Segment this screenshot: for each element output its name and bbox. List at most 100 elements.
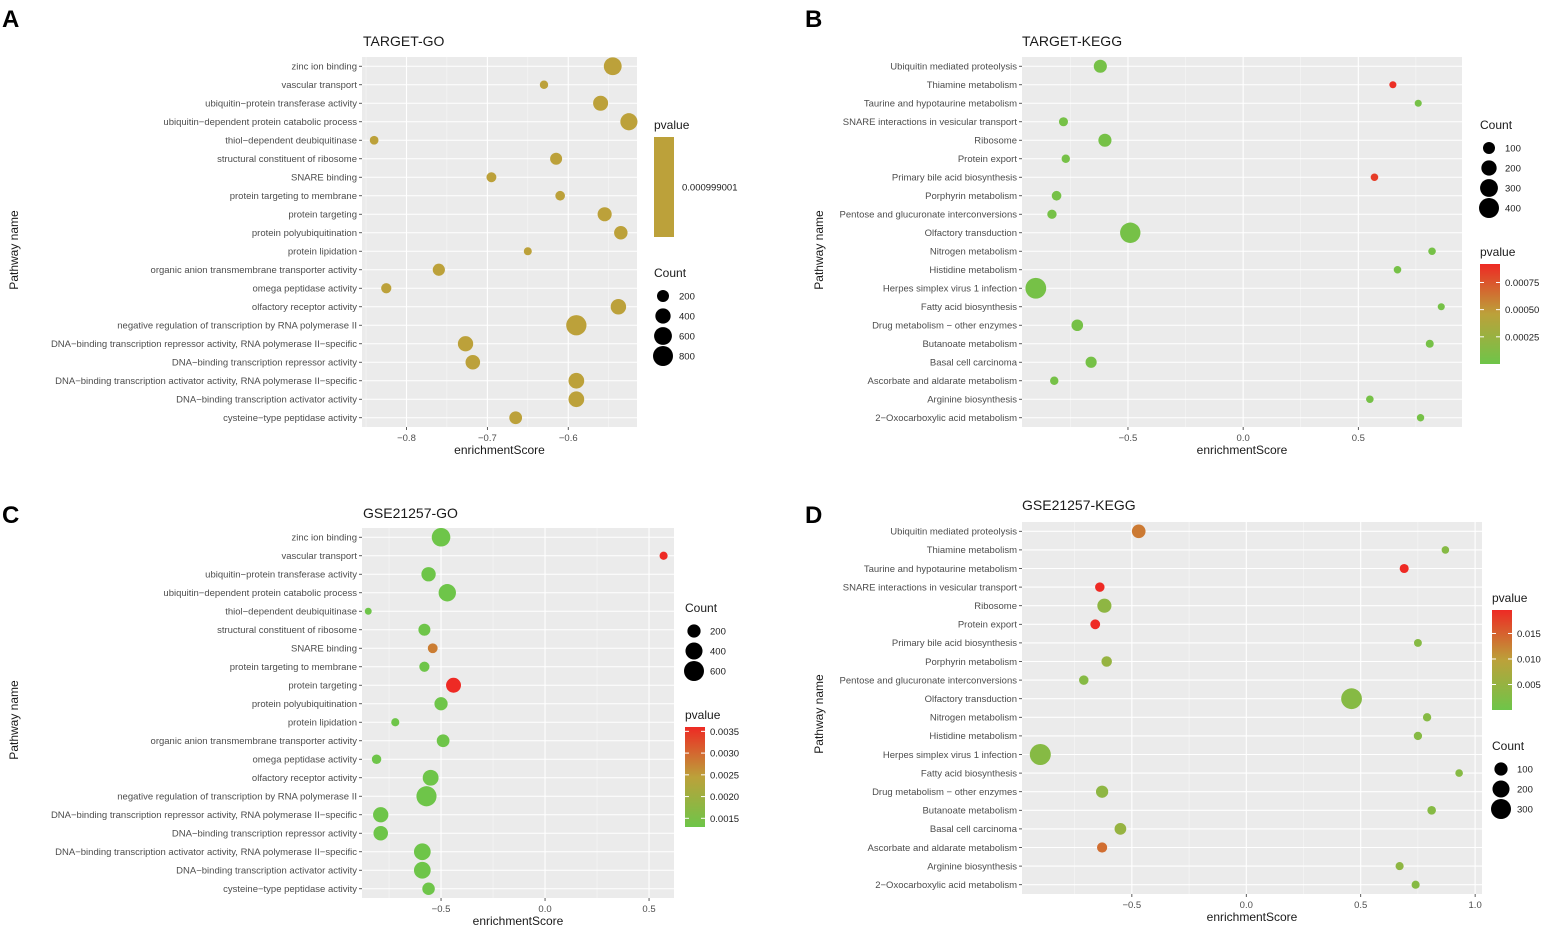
legend-title-pvalue: pvalue — [1480, 245, 1516, 259]
count-legend-key — [685, 642, 703, 660]
data-point — [523, 247, 532, 256]
pvalue-colorbar — [1492, 610, 1512, 710]
colorbar-tick-label: 0.0025 — [710, 770, 739, 781]
count-legend-key — [1494, 762, 1508, 776]
count-legend-label: 100 — [1505, 144, 1521, 155]
data-point — [373, 825, 388, 841]
y-tick-label: DNA−binding transcription activator acti… — [55, 376, 357, 387]
y-tick-label: Ubiquitin mediated proteolysis — [890, 62, 1017, 73]
y-tick-label: Herpes simplex virus 1 infection — [883, 284, 1017, 295]
data-point — [1131, 524, 1146, 539]
data-point — [1079, 675, 1089, 685]
y-axis-title: Pathway name — [812, 210, 826, 290]
count-legend-key — [1492, 780, 1510, 798]
y-tick-label: zinc ion binding — [292, 62, 358, 73]
x-tick-label: −0.5 — [1119, 433, 1138, 444]
x-tick-label: −0.5 — [1122, 900, 1141, 911]
data-point — [1399, 563, 1409, 574]
y-tick-label: Arginine biosynthesis — [927, 395, 1017, 406]
y-tick-label: Drug metabolism − other enzymes — [872, 321, 1017, 332]
data-point — [597, 207, 612, 222]
y-tick-label: ubiquitin−protein transferase activity — [205, 570, 357, 581]
chart-panel-A: A TARGET-GO zinc ion binding vascular trans… — [2, 6, 737, 457]
chart-panel-D: D GSE21257-KEGG Ubiquitin mediated proteol… — [805, 497, 1541, 924]
y-tick-label: protein targeting to membrane — [230, 191, 357, 202]
y-tick-label: Protein export — [958, 154, 1018, 165]
plot-background — [362, 528, 674, 898]
data-point — [1422, 713, 1432, 722]
data-point — [413, 861, 431, 879]
count-legend-key — [653, 346, 673, 366]
data-point — [568, 372, 585, 389]
count-legend-key — [654, 327, 672, 345]
count-legend-label: 600 — [679, 332, 695, 343]
data-point — [603, 57, 622, 76]
y-tick-label: protein targeting to membrane — [230, 662, 357, 673]
data-point — [1097, 598, 1112, 613]
chart-title: GSE21257-KEGG — [1022, 497, 1136, 513]
legend-title-pvalue: pvalue — [685, 708, 721, 722]
data-point — [566, 315, 587, 336]
data-point — [509, 411, 523, 425]
y-tick-label: organic anion transmembrane transporter … — [151, 265, 358, 276]
y-tick-label: ubiquitin−dependent protein catabolic pr… — [163, 117, 357, 128]
count-legend-key — [684, 661, 704, 681]
y-tick-label: DNA−binding transcription repressor acti… — [172, 358, 357, 369]
chart-title: GSE21257-GO — [363, 505, 458, 521]
data-point — [364, 607, 372, 615]
data-point — [1413, 731, 1423, 741]
colorbar-tick-label: 0.0015 — [710, 814, 739, 825]
count-legend-key — [1479, 198, 1499, 218]
panel-letter-A: A — [2, 6, 19, 33]
count-legend-key — [1480, 179, 1498, 197]
data-point — [436, 734, 450, 748]
y-tick-label: Taurine and hypotaurine metabolism — [864, 564, 1017, 575]
data-point — [1093, 59, 1107, 73]
colorbar-tick-label: 0.015 — [1517, 629, 1541, 640]
data-point — [1395, 862, 1404, 871]
y-tick-label: cysteine−type peptidase activity — [223, 413, 357, 424]
x-axis-title: enrichmentScore — [473, 914, 564, 926]
data-point — [381, 283, 392, 294]
data-point — [1101, 656, 1112, 667]
data-point — [1427, 805, 1436, 815]
colorbar-tick-label: 0.0020 — [710, 792, 739, 803]
y-tick-label: Fatty acid biosynthesis — [921, 768, 1017, 779]
data-point — [555, 190, 565, 201]
data-point — [1114, 823, 1127, 835]
data-point — [539, 80, 549, 89]
y-tick-label: olfactory receptor activity — [252, 302, 357, 313]
y-tick-label: Herpes simplex virus 1 infection — [883, 750, 1017, 761]
y-tick-label: zinc ion binding — [292, 533, 358, 544]
y-tick-label: Ascorbate and aldarate metabolism — [868, 376, 1018, 387]
count-legend-label: 200 — [710, 627, 726, 638]
data-point — [391, 718, 400, 727]
colorbar-tick-label: 0.0030 — [710, 749, 739, 760]
y-tick-label: olfactory receptor activity — [252, 773, 357, 784]
y-tick-label: protein targeting — [288, 210, 357, 221]
pvalue-colorbar — [654, 137, 674, 237]
data-point — [371, 754, 382, 764]
y-tick-label: protein lipidation — [288, 247, 357, 258]
chart-title: TARGET-GO — [363, 33, 445, 49]
y-tick-label: Ubiquitin mediated proteolysis — [890, 527, 1017, 538]
y-tick-label: Nitrogen metabolism — [930, 713, 1017, 724]
data-point — [1437, 303, 1445, 311]
y-tick-label: Pentose and glucuronate interconversions — [840, 210, 1018, 221]
y-tick-label: protein polyubiquitination — [252, 699, 357, 710]
data-point — [434, 697, 448, 711]
x-tick-label: 0.0 — [1240, 900, 1253, 911]
y-tick-label: organic anion transmembrane transporter … — [151, 736, 358, 747]
data-point — [620, 113, 638, 131]
plot-background — [1022, 57, 1462, 427]
data-point — [614, 226, 628, 240]
y-tick-label: DNA−binding transcription activator acti… — [55, 847, 357, 858]
y-tick-label: ubiquitin−dependent protein catabolic pr… — [163, 588, 357, 599]
x-tick-label: 1.0 — [1469, 900, 1482, 911]
y-tick-label: Basal cell carcinoma — [930, 824, 1018, 835]
data-point — [416, 786, 437, 807]
data-point — [568, 391, 585, 408]
y-tick-label: DNA−binding transcription repressor acti… — [172, 829, 357, 840]
data-point — [1029, 743, 1051, 766]
data-point — [413, 843, 431, 861]
